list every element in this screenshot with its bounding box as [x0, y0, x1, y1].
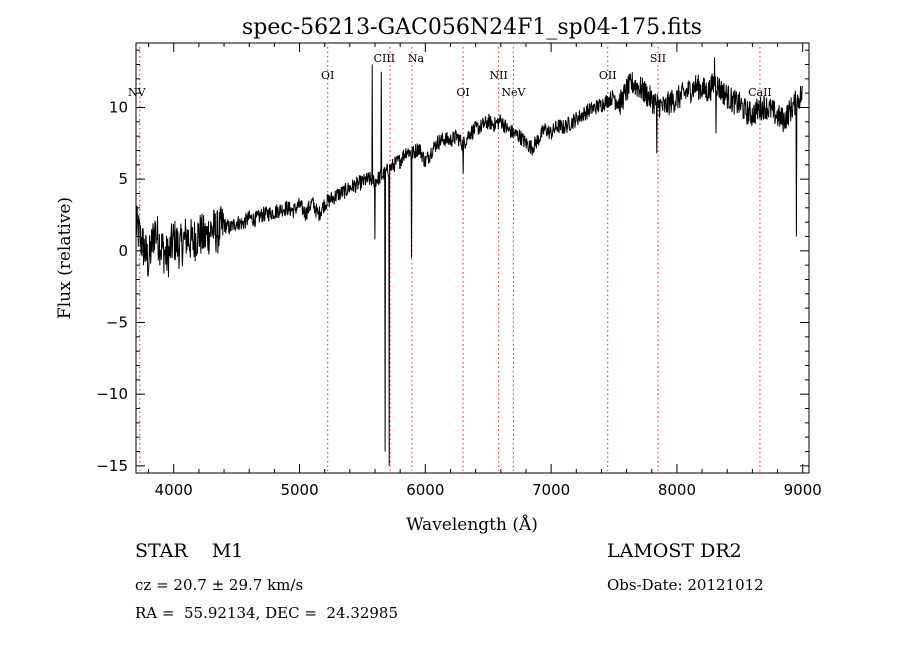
object-class: STAR M1 — [135, 540, 244, 562]
line-label-oii: OII — [599, 69, 617, 82]
spectrum-line — [135, 57, 803, 466]
x-axis-label: Wavelength (Å) — [406, 514, 538, 535]
redshift-velocity: cz = 20.7 ± 29.7 km/s — [135, 576, 304, 594]
emission-line-markers — [139, 47, 761, 471]
line-label-oi: OI — [456, 86, 469, 99]
x-tick-label: 7000 — [532, 481, 570, 499]
x-tick-label: 6000 — [406, 481, 444, 499]
x-tick-label: 5000 — [280, 481, 318, 499]
line-label-sii: SII — [650, 52, 666, 65]
plot-frame — [135, 42, 810, 474]
line-label-nv: NV — [128, 86, 147, 99]
observation-date: Obs-Date: 20121012 — [607, 576, 764, 594]
line-label-na: Na — [408, 52, 425, 65]
chart-title: spec-56213-GAC056N24F1_sp04-175.fits — [242, 15, 702, 40]
y-tick-label: −10 — [96, 385, 128, 403]
line-label-ciii: CIII — [374, 52, 395, 65]
line-label-nii: NII — [490, 69, 508, 82]
plot-axes: 4000 5000 6000 7000 8000 9000 −15 −10 −5 0 5 10 — [96, 42, 822, 499]
line-label-caii: CaII — [748, 86, 772, 99]
y-tick-label: 5 — [118, 170, 128, 188]
x-tick-label: 9000 — [784, 481, 822, 499]
line-label-oi: OI — [321, 69, 334, 82]
line-label-nev: NeV — [501, 86, 526, 99]
y-tick-label: −5 — [106, 314, 128, 332]
x-tick-label: 4000 — [155, 481, 193, 499]
emission-line-labels: NV OI CIII Na OI NII NeV OII SII CaII — [128, 52, 772, 99]
y-tick-label: 10 — [109, 99, 128, 117]
y-tick-label: −15 — [96, 457, 128, 475]
spectrum-series — [135, 57, 803, 466]
y-axis-label: Flux (relative) — [55, 197, 75, 319]
coordinates: RA = 55.92134, DEC = 24.32985 — [135, 604, 399, 622]
survey-name: LAMOST DR2 — [607, 540, 742, 562]
x-tick-label: 8000 — [658, 481, 696, 499]
y-tick-label: 0 — [118, 242, 128, 260]
